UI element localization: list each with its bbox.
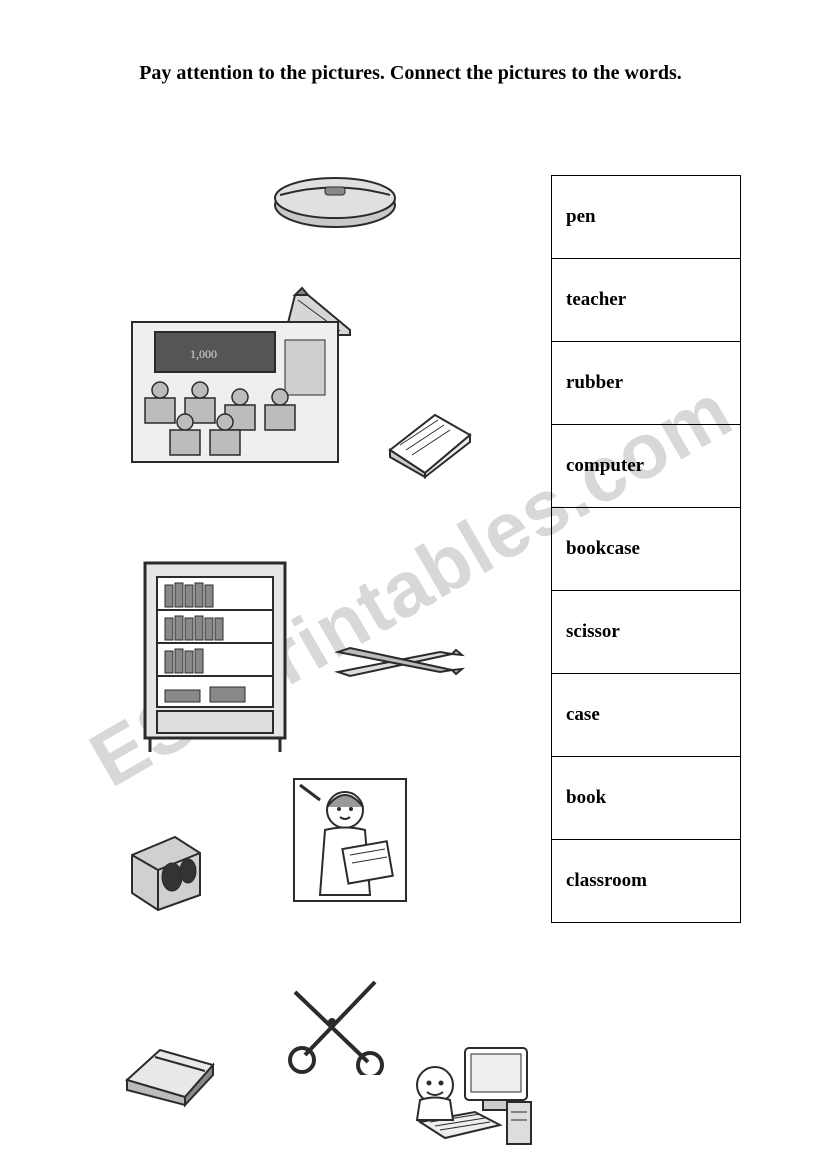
scissor-icon <box>280 970 390 1075</box>
svg-text:1,000: 1,000 <box>190 347 217 361</box>
book-icon <box>380 395 480 480</box>
word-list-table: pen teacher rubber computer bookcase sci… <box>551 175 741 923</box>
sharpener-icon <box>120 825 210 915</box>
word-cell: scissor <box>552 591 741 674</box>
teacher-icon <box>290 775 410 905</box>
instruction-text: Pay attention to the pictures. Connect t… <box>0 62 821 85</box>
word-cell: case <box>552 674 741 757</box>
rubber-icon <box>115 1035 225 1110</box>
computer-icon <box>405 1040 535 1150</box>
word-cell: computer <box>552 425 741 508</box>
word-cell: bookcase <box>552 508 741 591</box>
classroom-icon: 1,000 <box>130 320 340 465</box>
pen-icon <box>330 640 465 685</box>
word-cell: teacher <box>552 259 741 342</box>
bookcase-icon <box>135 555 295 755</box>
case-icon <box>265 165 405 235</box>
word-cell: rubber <box>552 342 741 425</box>
word-cell: classroom <box>552 840 741 923</box>
word-cell: book <box>552 757 741 840</box>
word-cell: pen <box>552 176 741 259</box>
